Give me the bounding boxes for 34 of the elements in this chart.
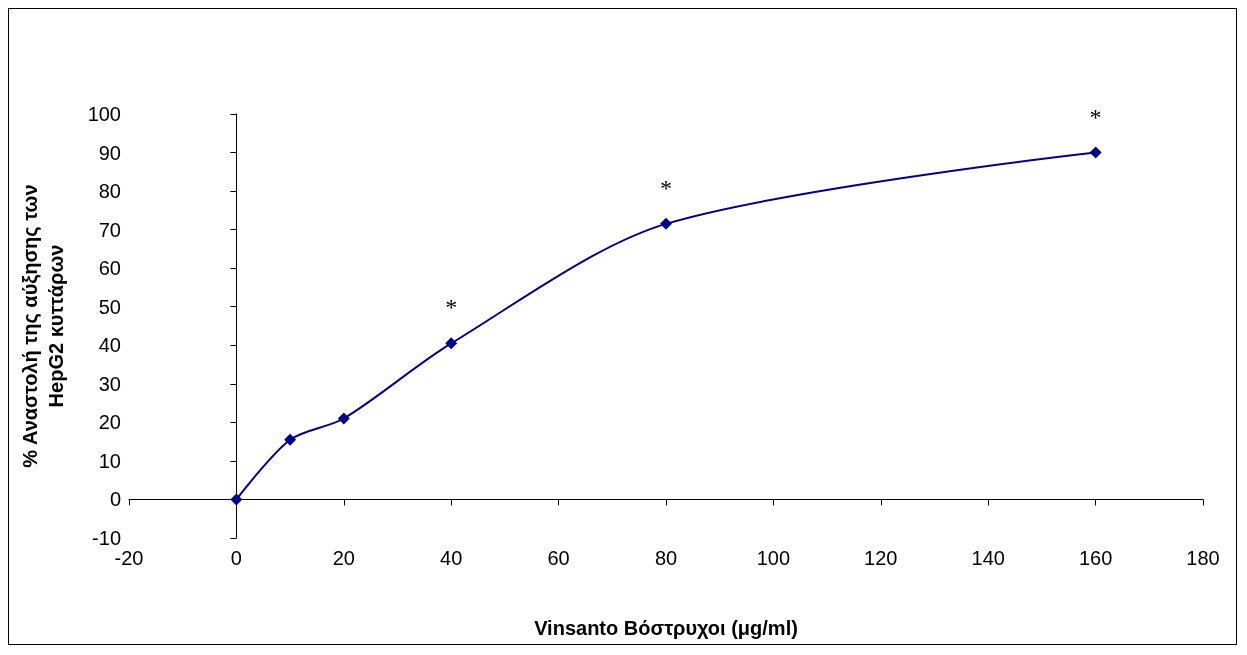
y-tick-label: -10 [92,527,121,549]
y-tick-label: 80 [98,180,121,203]
x-tick-label: 100 [756,547,791,569]
point [660,217,672,230]
point [284,433,297,446]
annotation: * [660,174,672,201]
y-tick-label: 20 [98,411,121,434]
y-tick-label: 90 [98,141,121,164]
point [230,493,243,506]
x-tick-label: 40 [440,547,463,569]
x-tick-label: 80 [654,547,678,569]
x-tick-label: 180 [1186,547,1220,569]
y-tick-label: 60 [98,257,121,280]
y-tick-label: 30 [98,372,121,395]
y-axis-title: % Αναστολή της αύξησης των HepG2 κυττάρων [19,184,67,468]
y-tick-label: 50 [98,295,121,318]
x-tick-label: 0 [230,547,242,569]
y-tick-label: 70 [98,218,121,241]
point [445,337,458,350]
y-tick-label: 100 [87,103,121,125]
x-tick-label: 20 [332,547,355,569]
point [337,412,350,425]
x-tick-label: 160 [1078,547,1113,569]
annotation: * [445,294,458,321]
point [1089,146,1102,159]
y-tick-label: 10 [98,449,121,472]
x-tick-label: 60 [547,547,570,569]
x-tick-label: 140 [971,547,1005,569]
annotation: * [1089,103,1102,130]
x-tick-label: 120 [864,547,898,569]
x-tick-label: -20 [114,547,144,569]
x-axis-title: Vinsanto Βόστρυχοι (μg/ml) [534,617,798,639]
y-tick-label: 40 [98,334,121,357]
y-tick-label: 0 [109,488,121,511]
